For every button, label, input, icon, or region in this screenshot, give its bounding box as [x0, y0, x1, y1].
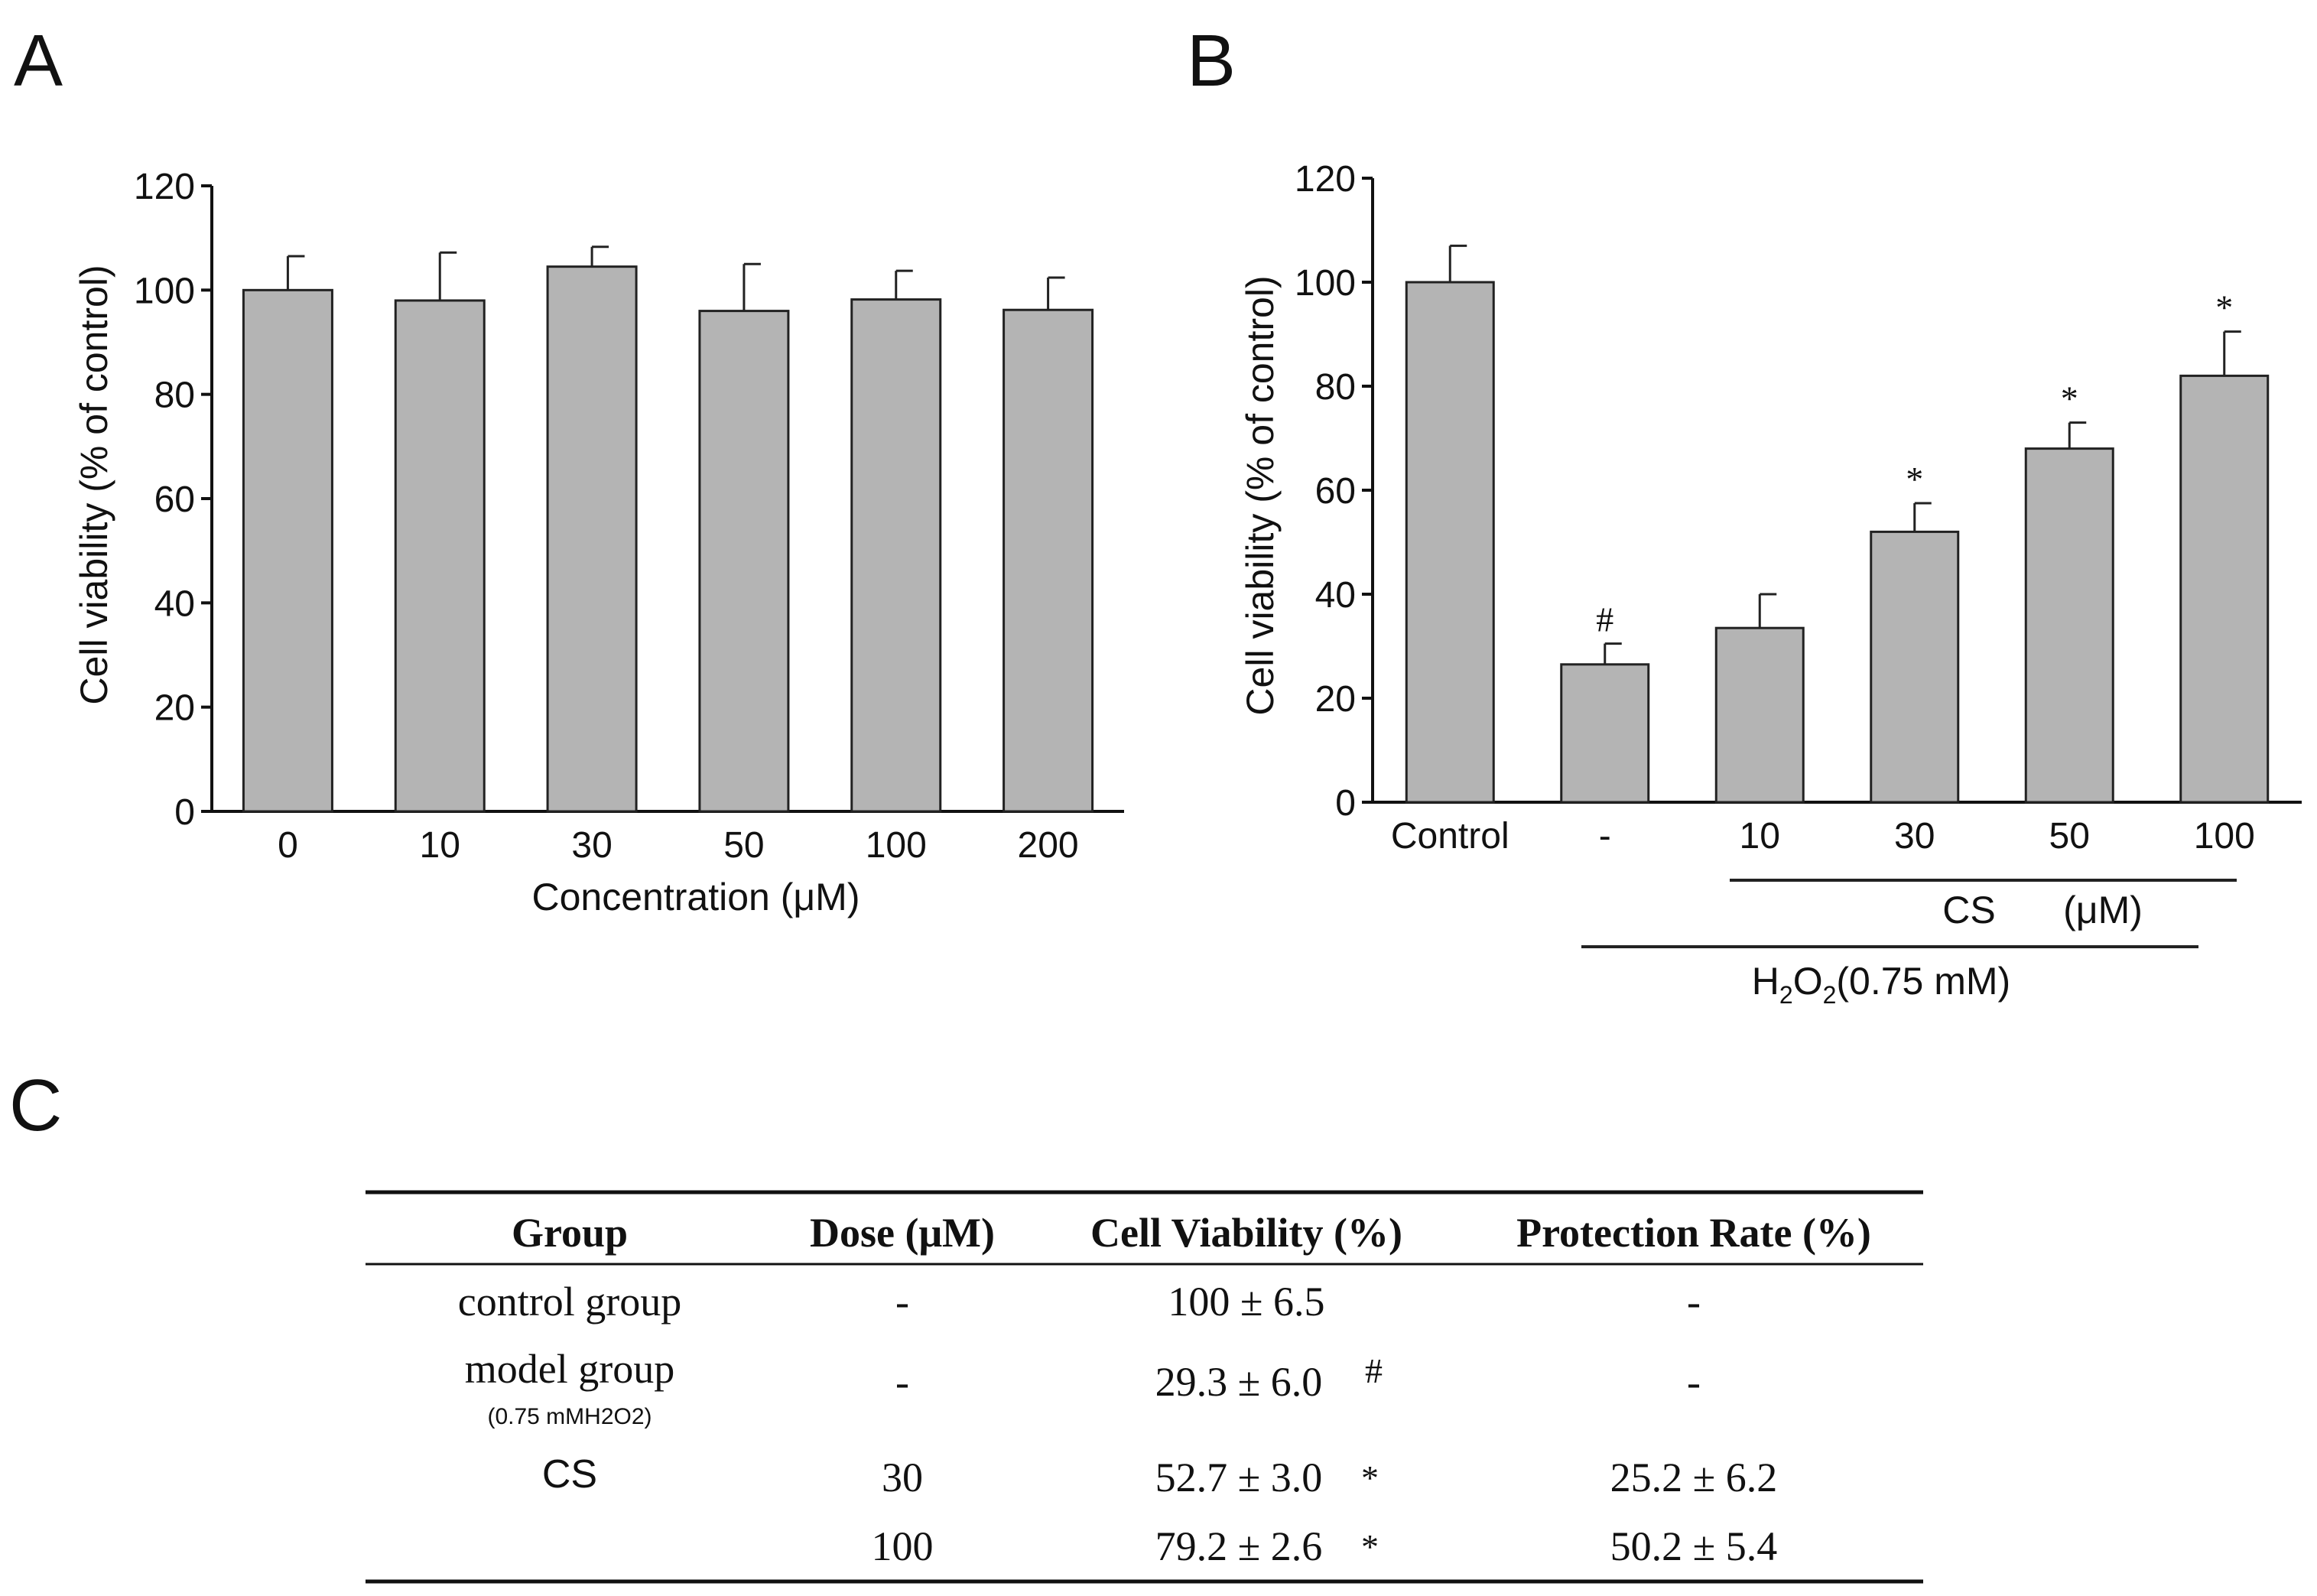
- table-row-4-viability-mark: *: [1361, 1527, 1379, 1566]
- table-header-dose: Dose (μM): [810, 1210, 995, 1256]
- y-tick-label: 20: [154, 688, 195, 729]
- bar: [1714, 626, 1805, 804]
- chart-b: Cell viability (% of control) CS (μM) H2…: [1239, 159, 2302, 1009]
- y-tick-label: 60: [1315, 471, 1356, 512]
- bar: [242, 288, 333, 813]
- table-row-3-viability-mark: *: [1361, 1458, 1379, 1497]
- panel-label-a: A: [14, 20, 63, 102]
- table-row-2-dose: -: [895, 1359, 909, 1405]
- y-tick-label: 0: [174, 792, 195, 833]
- table-row-2-group: model group: [465, 1346, 674, 1392]
- table-row-1-group: control group: [458, 1279, 681, 1325]
- table-header-protection: Protection Rate (%): [1516, 1210, 1871, 1256]
- table-row-2-viability-mark: #: [1365, 1351, 1383, 1390]
- y-tick-label: 120: [1295, 159, 1356, 200]
- significance-mark: #: [1596, 600, 1613, 639]
- x-tick-label: 200: [1018, 825, 1079, 866]
- x-tick-label: 30: [571, 825, 612, 866]
- x-tick-label: 50: [2049, 816, 2090, 857]
- bar: [394, 299, 486, 813]
- significance-mark: *: [2061, 379, 2078, 418]
- table-row-4-protection: 50.2 ± 5.4: [1610, 1523, 1778, 1569]
- bar: [850, 298, 942, 813]
- table-row-1-protection: -: [1687, 1279, 1701, 1325]
- table-row-3-group: CS: [542, 1452, 597, 1497]
- bar: [1560, 663, 1650, 804]
- x-tick-label: 100: [2194, 816, 2255, 857]
- x-tick-label: 10: [420, 825, 460, 866]
- bar: [2179, 374, 2270, 804]
- y-tick-label: 100: [1295, 263, 1356, 304]
- table-row-3-dose: 30: [882, 1455, 923, 1500]
- significance-mark: *: [1906, 460, 1923, 499]
- bar: [2024, 447, 2114, 804]
- y-tick-label: 120: [134, 167, 195, 207]
- chart-a-xlabel: Concentration (μM): [532, 876, 860, 918]
- significance-mark: *: [2215, 288, 2233, 327]
- table-header-group: Group: [512, 1210, 628, 1256]
- x-tick-label: Control: [1391, 816, 1509, 857]
- table-row-1-dose: -: [895, 1279, 909, 1325]
- bar: [1870, 530, 1960, 804]
- y-tick-label: 0: [1335, 783, 1356, 824]
- table-row-4-viability: 79.2 ± 2.6: [1155, 1523, 1323, 1569]
- bar: [546, 265, 638, 813]
- table-row-3-viability: 52.7 ± 3.0: [1155, 1455, 1323, 1500]
- cs-unit-label: (μM): [2063, 889, 2143, 931]
- bar: [698, 310, 790, 813]
- y-tick-label: 20: [1315, 679, 1356, 720]
- results-table: Group Dose (μM) Cell Viability (%) Prote…: [366, 1190, 1923, 1584]
- y-tick-label: 40: [154, 583, 195, 624]
- panel-label-c: C: [9, 1065, 62, 1146]
- table-row-3-protection: 25.2 ± 6.2: [1610, 1455, 1778, 1500]
- y-tick-label: 80: [154, 375, 195, 416]
- y-tick-label: 40: [1315, 575, 1356, 616]
- table-row-4-dose: 100: [872, 1523, 934, 1569]
- panel-label-b: B: [1187, 20, 1236, 102]
- cs-label: CS: [1942, 889, 1995, 931]
- x-tick-label: 100: [866, 825, 927, 866]
- table-row-2-viability: 29.3 ± 6.0: [1155, 1359, 1323, 1405]
- y-tick-label: 100: [134, 271, 195, 311]
- chart-a-ylabel: Cell viability (% of control): [73, 265, 115, 704]
- h2o2-label: H2O2(0.75 mM): [1752, 960, 2010, 1009]
- x-tick-label: 50: [723, 825, 764, 866]
- table-header-viability: Cell Viability (%): [1090, 1210, 1402, 1256]
- x-tick-label: 0: [278, 825, 298, 866]
- bar: [1405, 281, 1495, 804]
- bar: [1003, 308, 1094, 813]
- chart-b-ylabel: Cell viability (% of control): [1239, 275, 1282, 715]
- y-tick-label: 80: [1315, 367, 1356, 408]
- x-tick-label: 10: [1740, 816, 1780, 857]
- x-tick-label: 30: [1894, 816, 1935, 857]
- y-tick-label: 60: [154, 479, 195, 520]
- x-tick-label: -: [1599, 816, 1611, 857]
- table-row-2-group-note: (0.75 mMH2O2): [487, 1404, 652, 1429]
- table-row-1-viability: 100 ± 6.5: [1168, 1279, 1324, 1325]
- chart-a: Cell viability (% of control) Concentrat…: [73, 167, 1124, 918]
- table-row-2-protection: -: [1687, 1359, 1701, 1405]
